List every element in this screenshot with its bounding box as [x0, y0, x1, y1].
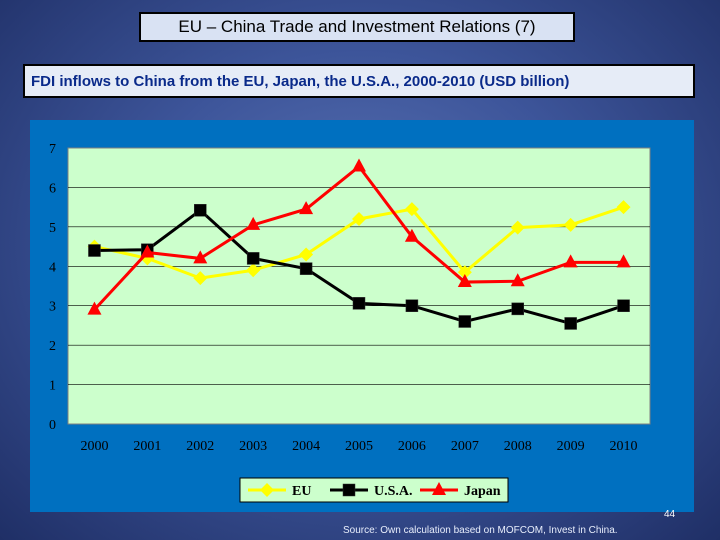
y-tick-label: 5	[49, 221, 56, 236]
data-point-japan	[193, 250, 208, 264]
y-tick-label: 2	[49, 339, 56, 354]
data-point-usa	[405, 299, 419, 312]
y-tick-label: 7	[49, 142, 56, 157]
x-tick-label: 2007	[451, 439, 479, 454]
data-point-japan	[616, 254, 631, 268]
data-point-usa	[617, 299, 630, 312]
y-tick-label: 4	[49, 260, 56, 275]
data-point-japan	[140, 244, 155, 258]
data-point-eu	[193, 271, 208, 286]
data-point-japan	[87, 301, 102, 315]
data-point-usa	[88, 244, 101, 257]
source-note: Source: Own calculation based on MOFCOM,…	[343, 525, 618, 536]
data-point-eu	[404, 202, 419, 217]
data-point-usa	[458, 315, 472, 328]
page-number: 44	[664, 509, 676, 520]
data-point-japan	[510, 273, 525, 287]
y-tick-label: 0	[49, 418, 56, 433]
data-point-usa	[511, 302, 524, 316]
chart-frame: 0 1 2 3 4 5 6 7 2000 2001 2002 2003 2004 2005 2006 2007…	[30, 120, 694, 512]
data-point-usa	[564, 317, 577, 330]
legend-label-japan: Japan	[464, 484, 501, 499]
x-tick-label: 2000	[80, 439, 108, 454]
data-point-usa	[352, 297, 366, 310]
data-point-eu	[616, 200, 631, 215]
data-point-japan	[563, 254, 578, 268]
legend-marker-usa	[342, 483, 356, 497]
legend-marker-eu	[260, 483, 274, 497]
data-point-usa	[246, 252, 260, 265]
x-tick-label: 2008	[504, 439, 532, 454]
y-tick-label: 3	[49, 300, 56, 315]
chart-subtitle: FDI inflows to China from the EU, Japan,…	[23, 64, 695, 98]
data-point-japan	[246, 216, 261, 230]
x-tick-label: 2006	[398, 439, 426, 454]
data-point-japan	[352, 158, 366, 172]
data-point-japan	[457, 274, 472, 288]
legend-label-eu: EU	[292, 484, 311, 499]
x-tick-label: 2010	[610, 439, 638, 454]
data-point-eu	[352, 211, 366, 226]
x-tick-label: 2003	[239, 439, 267, 454]
x-tick-label: 2002	[186, 439, 214, 454]
data-point-eu	[510, 220, 525, 235]
data-point-japan	[299, 201, 314, 215]
data-point-eu	[457, 265, 472, 280]
data-point-eu	[246, 263, 261, 278]
data-point-usa	[194, 204, 207, 217]
x-tick-label: 2005	[345, 439, 373, 454]
legend-label-usa: U.S.A.	[374, 484, 413, 499]
plot-area	[67, 147, 651, 425]
x-tick-label: 2009	[557, 439, 585, 454]
slide-title: EU – China Trade and Investment Relation…	[139, 12, 575, 42]
x-tick-label: 2004	[292, 439, 320, 454]
data-point-japan	[404, 228, 419, 242]
data-point-eu	[563, 217, 578, 232]
data-point-usa	[299, 262, 313, 275]
legend-marker-japan	[432, 482, 446, 495]
y-tick-label: 6	[49, 181, 56, 196]
y-tick-label: 1	[49, 379, 56, 394]
x-tick-label: 2001	[133, 439, 161, 454]
data-point-eu	[299, 247, 314, 262]
fdi-line-chart: 0 1 2 3 4 5 6 7 2000 2001 2002 2003 2004 2005 2006 2007…	[49, 142, 651, 503]
